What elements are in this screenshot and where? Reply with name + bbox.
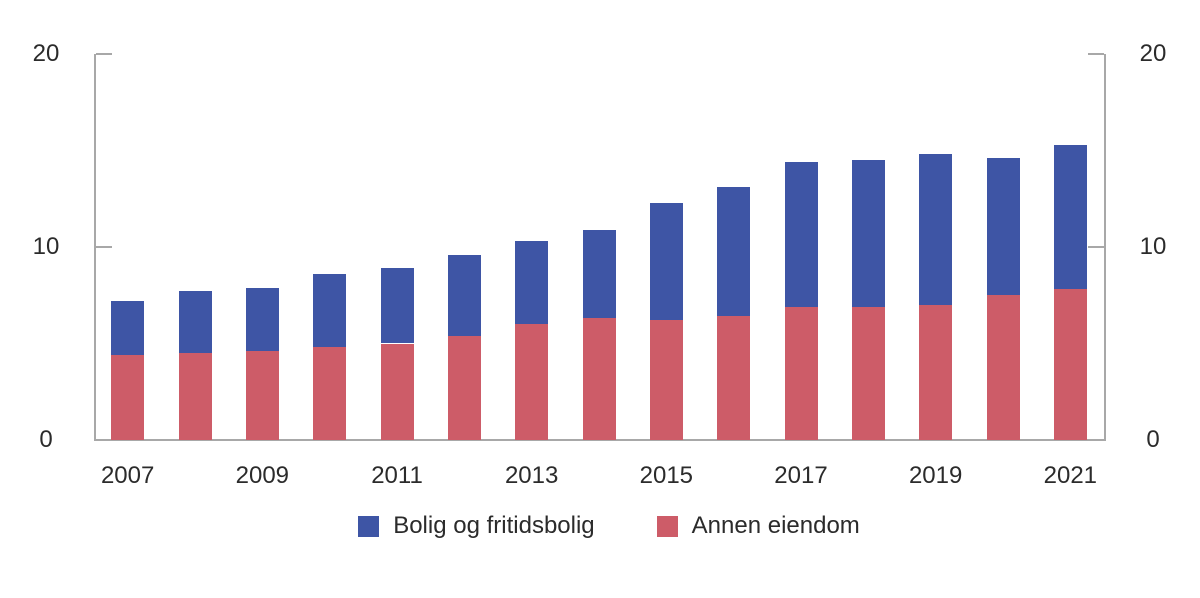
bar-segment-2016-annen-eiendom	[717, 316, 751, 440]
bar-segment-2010-annen-eiendom	[313, 347, 347, 440]
bar-segment-2017-bolig-og-fritidsbolig	[784, 162, 818, 307]
x-axis-label-2007: 2007	[100, 462, 155, 489]
bar-segment-2014-annen-eiendom	[582, 318, 616, 440]
y-tick-left	[95, 53, 112, 55]
legend-item-bolig-og-fritidsbolig: Bolig og fritidsbolig	[358, 512, 595, 540]
bar-segment-2008-bolig-og-fritidsbolig	[178, 291, 212, 354]
bar-segment-2007-annen-eiendom	[111, 355, 145, 440]
x-axis-label-2009: 2009	[235, 462, 290, 489]
x-axis-label-2021: 2021	[1043, 462, 1098, 489]
y-axis-label-left: 0	[39, 426, 53, 453]
bar-segment-2008-annen-eiendom	[178, 353, 212, 440]
bar-segment-2011-annen-eiendom	[380, 343, 414, 440]
bar-segment-2018-bolig-og-fritidsbolig	[851, 160, 885, 307]
y-axis-label-right: 0	[1146, 426, 1160, 453]
bar-segment-2016-bolig-og-fritidsbolig	[717, 187, 751, 317]
y-tick-left	[95, 246, 112, 248]
bar-segment-2009-bolig-og-fritidsbolig	[245, 287, 279, 352]
bar-segment-2009-annen-eiendom	[245, 351, 279, 440]
bar-segment-2017-annen-eiendom	[784, 306, 818, 440]
bar-segment-2018-annen-eiendom	[851, 306, 885, 440]
y-axis-label-left: 10	[32, 233, 60, 260]
legend: Bolig og fritidsbolig Annen eiendom	[9, 512, 1200, 540]
y-axis-label-right: 20	[1139, 40, 1167, 67]
y-axis-label-right: 10	[1139, 233, 1167, 260]
legend-label-annen-eiendom: Annen eiendom	[691, 512, 860, 539]
bar-segment-2010-bolig-og-fritidsbolig	[313, 274, 347, 348]
bar-segment-2013-annen-eiendom	[515, 324, 549, 440]
bar-segment-2012-annen-eiendom	[447, 335, 481, 440]
bar-segment-2012-bolig-og-fritidsbolig	[447, 254, 481, 336]
bar-segment-2020-bolig-og-fritidsbolig	[986, 158, 1020, 296]
x-axis-label-2017: 2017	[774, 462, 828, 489]
x-axis-label-2015: 2015	[639, 462, 694, 489]
bar-segment-2014-bolig-og-fritidsbolig	[582, 229, 616, 319]
legend-swatch-red	[656, 515, 678, 537]
y-axis-label-left: 20	[32, 40, 60, 67]
bar-segment-2020-annen-eiendom	[986, 295, 1020, 440]
bar-segment-2015-annen-eiendom	[649, 320, 683, 440]
y-tick-right	[1088, 246, 1104, 248]
bar-segment-2011-bolig-og-fritidsbolig	[380, 268, 414, 344]
x-axis-baseline	[94, 439, 1106, 441]
y-tick-right	[1088, 53, 1104, 55]
y-axis-right	[1104, 54, 1106, 440]
y-axis-left	[94, 54, 96, 440]
bar-segment-2015-bolig-og-fritidsbolig	[649, 202, 683, 321]
bar-segment-2019-bolig-og-fritidsbolig	[919, 154, 953, 305]
legend-label-bolig-og-fritidsbolig: Bolig og fritidsbolig	[393, 512, 595, 539]
legend-swatch-blue	[358, 515, 380, 537]
bar-segment-2021-bolig-og-fritidsbolig	[1053, 144, 1087, 290]
x-axis-label-2011: 2011	[371, 462, 423, 489]
legend-item-annen-eiendom: Annen eiendom	[656, 512, 860, 540]
bar-segment-2013-bolig-og-fritidsbolig	[515, 241, 549, 325]
bar-segment-2019-annen-eiendom	[919, 304, 953, 440]
x-axis-label-2013: 2013	[504, 462, 559, 489]
bar-segment-2007-bolig-og-fritidsbolig	[111, 301, 145, 356]
bar-segment-2021-annen-eiendom	[1053, 289, 1087, 440]
x-axis-label-2019: 2019	[908, 462, 963, 489]
